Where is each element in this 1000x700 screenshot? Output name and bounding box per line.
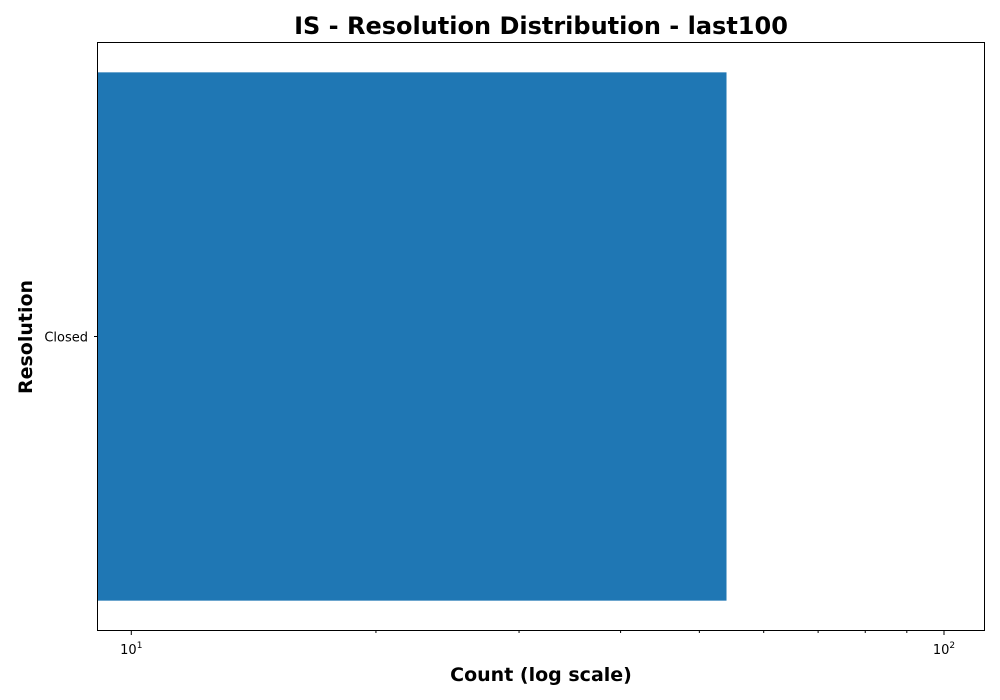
bars-layer <box>98 72 727 601</box>
x-axis-ticks: 101 102 <box>120 630 955 658</box>
x-tick-base: 10 <box>120 643 137 658</box>
y-tick-label: Closed <box>44 331 88 346</box>
x-tick-exponent: 2 <box>949 641 955 651</box>
x-tick-label: 101 <box>120 641 142 658</box>
x-tick-exponent: 1 <box>137 641 143 651</box>
y-axis-label: Resolution <box>15 280 37 394</box>
chart-title: IS - Resolution Distribution - last100 <box>294 12 788 40</box>
y-axis-ticks: Closed <box>44 331 98 346</box>
x-axis-label: Count (log scale) <box>450 664 632 686</box>
x-tick-label: 102 <box>933 641 955 658</box>
bar-closed <box>98 72 727 601</box>
x-tick-base: 10 <box>933 643 950 658</box>
